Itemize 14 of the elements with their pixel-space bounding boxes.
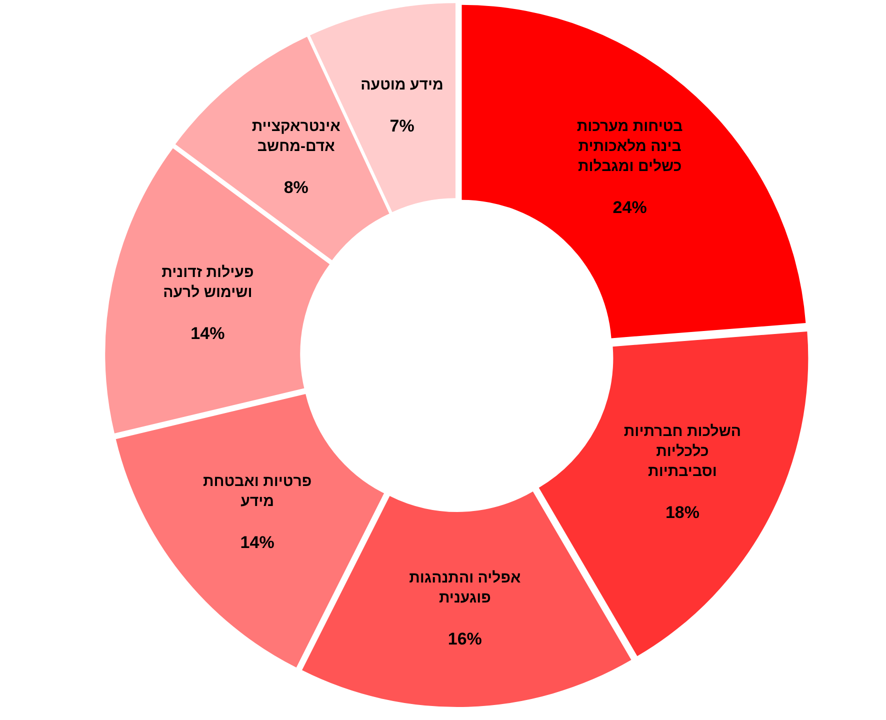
data-label: 7% <box>390 116 414 136</box>
data-label: 24% <box>612 198 647 218</box>
slice-label: מידע מוטעה <box>360 76 444 94</box>
data-label: 18% <box>665 503 700 522</box>
data-label: 14% <box>240 532 274 552</box>
slice-label: פרטיות ואבטחת מידע <box>202 472 312 510</box>
slice-label: אינטראקציית אדם-מחשב <box>252 118 340 155</box>
slice-label: אפליה והתנהגות פוגענית <box>409 569 521 606</box>
data-label: 8% <box>284 178 308 197</box>
slice-label: בטיחות מערכות בינה מלאכותית כשלים ומגבלות <box>576 118 684 176</box>
slice-label: השלכות חברתיות כלכליות וסביבתיות <box>624 423 742 480</box>
data-label: 16% <box>448 629 482 648</box>
data-label: 14% <box>190 324 225 343</box>
slice-label: פעילות זדונית ושימוש לרעה <box>162 264 254 301</box>
